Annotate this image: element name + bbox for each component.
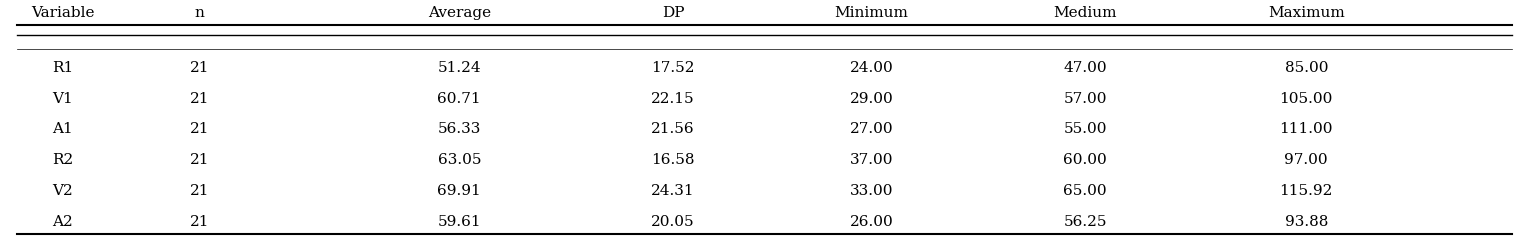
Text: 93.88: 93.88 [1284, 215, 1329, 229]
Text: 22.15: 22.15 [651, 92, 694, 106]
Text: Maximum: Maximum [1268, 6, 1344, 20]
Text: R1: R1 [52, 61, 73, 75]
Text: 63.05: 63.05 [437, 153, 482, 167]
Text: 29.00: 29.00 [850, 92, 893, 106]
Text: A2: A2 [52, 215, 73, 229]
Text: 55.00: 55.00 [1063, 122, 1107, 137]
Text: 60.71: 60.71 [437, 92, 482, 106]
Text: 105.00: 105.00 [1280, 92, 1333, 106]
Text: 17.52: 17.52 [651, 61, 694, 75]
Text: 21: 21 [190, 153, 209, 167]
Text: R2: R2 [52, 153, 73, 167]
Text: 57.00: 57.00 [1063, 92, 1107, 106]
Text: 33.00: 33.00 [850, 184, 893, 198]
Text: Medium: Medium [1053, 6, 1116, 20]
Text: 59.61: 59.61 [437, 215, 482, 229]
Text: 16.58: 16.58 [651, 153, 694, 167]
Text: n: n [194, 6, 205, 20]
Text: A1: A1 [52, 122, 73, 137]
Text: Minimum: Minimum [835, 6, 908, 20]
Text: 21: 21 [190, 61, 209, 75]
Text: 69.91: 69.91 [437, 184, 482, 198]
Text: Average: Average [428, 6, 491, 20]
Text: 37.00: 37.00 [850, 153, 893, 167]
Text: V1: V1 [52, 92, 73, 106]
Text: Variable: Variable [31, 6, 95, 20]
Text: 26.00: 26.00 [850, 215, 893, 229]
Text: 21: 21 [190, 184, 209, 198]
Text: 24.31: 24.31 [651, 184, 694, 198]
Text: V2: V2 [52, 184, 73, 198]
Text: 20.05: 20.05 [651, 215, 694, 229]
Text: 97.00: 97.00 [1284, 153, 1329, 167]
Text: 56.25: 56.25 [1063, 215, 1107, 229]
Text: 21: 21 [190, 92, 209, 106]
Text: 111.00: 111.00 [1280, 122, 1333, 137]
Text: 60.00: 60.00 [1063, 153, 1107, 167]
Text: 115.92: 115.92 [1280, 184, 1333, 198]
Text: 47.00: 47.00 [1063, 61, 1107, 75]
Text: 85.00: 85.00 [1284, 61, 1329, 75]
Text: 27.00: 27.00 [850, 122, 893, 137]
Text: 21: 21 [190, 215, 209, 229]
Text: 21.56: 21.56 [651, 122, 694, 137]
Text: 65.00: 65.00 [1063, 184, 1107, 198]
Text: 21: 21 [190, 122, 209, 137]
Text: 24.00: 24.00 [850, 61, 893, 75]
Text: 51.24: 51.24 [437, 61, 482, 75]
Text: DP: DP [662, 6, 683, 20]
Text: 56.33: 56.33 [437, 122, 482, 137]
